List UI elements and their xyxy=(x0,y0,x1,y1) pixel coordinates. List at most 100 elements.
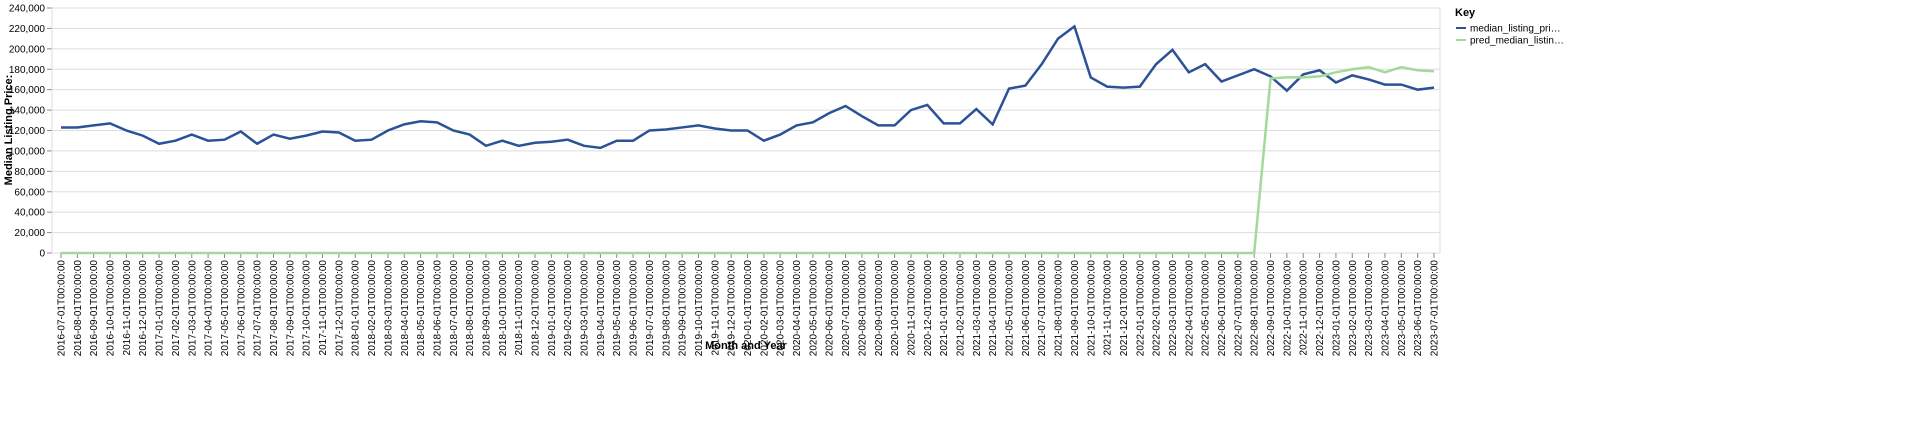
x-tick-label: 2021-03-01T00:00:00 xyxy=(972,260,983,357)
x-tick-label: 2022-01-01T00:00:00 xyxy=(1135,260,1146,357)
x-tick-label: 2019-03-01T00:00:00 xyxy=(580,260,591,357)
x-tick-label: 2022-02-01T00:00:00 xyxy=(1152,260,1163,357)
x-tick-label: 2020-12-01T00:00:00 xyxy=(923,260,934,357)
x-tick-label: 2018-11-01T00:00:00 xyxy=(514,260,525,356)
x-tick-label: 2022-05-01T00:00:00 xyxy=(1201,260,1212,357)
y-tick-label: 220,000 xyxy=(9,24,46,35)
x-tick-label: 2020-02-01T00:00:00 xyxy=(759,260,770,357)
x-tick-label: 2022-10-01T00:00:00 xyxy=(1282,260,1293,357)
x-tick-label: 2018-10-01T00:00:00 xyxy=(498,260,509,357)
x-tick-label: 2020-03-01T00:00:00 xyxy=(776,260,787,357)
x-tick-label: 2019-08-01T00:00:00 xyxy=(661,260,672,357)
x-tick-label: 2022-06-01T00:00:00 xyxy=(1217,260,1228,357)
x-tick-label: 2023-07-01T00:00:00 xyxy=(1430,260,1441,357)
x-tick-label: 2021-12-01T00:00:00 xyxy=(1119,260,1130,357)
x-tick-label: 2021-01-01T00:00:00 xyxy=(939,260,950,357)
x-tick-label: 2017-12-01T00:00:00 xyxy=(334,260,345,357)
x-tick-label: 2016-11-01T00:00:00 xyxy=(122,260,133,356)
x-tick-label: 2022-07-01T00:00:00 xyxy=(1233,260,1244,357)
x-tick-label: 2020-04-01T00:00:00 xyxy=(792,260,803,357)
y-tick-label: 200,000 xyxy=(9,44,46,55)
x-tick-label: 2023-02-01T00:00:00 xyxy=(1348,260,1359,357)
x-tick-label: 2016-07-01T00:00:00 xyxy=(57,260,68,357)
series-line xyxy=(61,65,1435,255)
y-tick-label: 180,000 xyxy=(9,65,46,76)
x-tick-label: 2020-06-01T00:00:00 xyxy=(825,260,836,357)
y-tick-label: 100,000 xyxy=(9,146,46,157)
x-tick-label: 2018-12-01T00:00:00 xyxy=(531,260,542,357)
y-tick-label: 140,000 xyxy=(9,106,46,117)
x-tick-label: 2017-05-01T00:00:00 xyxy=(220,260,231,357)
x-tick-label: 2019-04-01T00:00:00 xyxy=(596,260,607,357)
x-tick-label: 2017-01-01T00:00:00 xyxy=(155,260,166,357)
x-tick-label: 2021-10-01T00:00:00 xyxy=(1086,260,1097,357)
x-tick-label: 2017-02-01T00:00:00 xyxy=(171,260,182,357)
x-tick-label: 2019-10-01T00:00:00 xyxy=(694,260,705,357)
x-tick-label: 2018-06-01T00:00:00 xyxy=(432,260,443,357)
x-tick-label: 2017-03-01T00:00:00 xyxy=(187,260,198,357)
legend-title: Key xyxy=(1455,7,1476,19)
y-tick-label: 160,000 xyxy=(9,85,46,96)
x-tick-label: 2018-01-01T00:00:00 xyxy=(351,260,362,357)
x-tick-label: 2020-09-01T00:00:00 xyxy=(874,260,885,357)
x-tick-label: 2020-07-01T00:00:00 xyxy=(841,260,852,357)
x-tick-label: 2017-09-01T00:00:00 xyxy=(285,260,296,357)
x-tick-label: 2019-07-01T00:00:00 xyxy=(645,260,656,357)
x-tick-label: 2021-04-01T00:00:00 xyxy=(988,260,999,357)
x-tick-label: 2023-03-01T00:00:00 xyxy=(1364,260,1375,357)
x-tick-label: 2019-09-01T00:00:00 xyxy=(678,260,689,357)
x-tick-label: 2021-02-01T00:00:00 xyxy=(955,260,966,357)
x-tick-label: 2019-11-01T00:00:00 xyxy=(710,260,721,356)
x-tick-label: 2022-08-01T00:00:00 xyxy=(1250,260,1261,357)
x-tick-label: 2023-04-01T00:00:00 xyxy=(1380,260,1391,357)
x-tick-label: 2023-01-01T00:00:00 xyxy=(1331,260,1342,357)
y-tick-label: 60,000 xyxy=(14,187,45,198)
x-tick-label: 2020-10-01T00:00:00 xyxy=(890,260,901,357)
x-tick-label: 2018-05-01T00:00:00 xyxy=(416,260,427,357)
y-tick-label: 120,000 xyxy=(9,126,46,137)
x-tick-label: 2018-04-01T00:00:00 xyxy=(400,260,411,357)
x-tick-label: 2020-11-01T00:00:00 xyxy=(906,260,917,356)
x-tick-label: 2023-05-01T00:00:00 xyxy=(1397,260,1408,357)
x-axis-title: Month and Year xyxy=(705,340,787,352)
x-tick-label: 2017-10-01T00:00:00 xyxy=(302,260,313,357)
x-tick-label: 2019-12-01T00:00:00 xyxy=(727,260,738,357)
x-tick-label: 2022-03-01T00:00:00 xyxy=(1168,260,1179,357)
x-tick-label: 2022-11-01T00:00:00 xyxy=(1299,260,1310,356)
legend-label: median_listing_pri… xyxy=(1470,24,1561,35)
x-tick-label: 2018-09-01T00:00:00 xyxy=(481,260,492,357)
x-tick-label: 2020-05-01T00:00:00 xyxy=(808,260,819,357)
x-tick-label: 2017-06-01T00:00:00 xyxy=(236,260,247,357)
x-tick-label: 2018-02-01T00:00:00 xyxy=(367,260,378,357)
x-tick-label: 2021-08-01T00:00:00 xyxy=(1054,260,1065,357)
x-tick-label: 2021-07-01T00:00:00 xyxy=(1037,260,1048,357)
series-line xyxy=(61,24,1435,150)
x-tick-label: 2019-06-01T00:00:00 xyxy=(629,260,640,357)
x-tick-label: 2022-04-01T00:00:00 xyxy=(1184,260,1195,357)
x-tick-label: 2016-12-01T00:00:00 xyxy=(138,260,149,357)
x-tick-label: 2019-01-01T00:00:00 xyxy=(547,260,558,357)
legend-label: pred_median_listin… xyxy=(1470,36,1564,47)
y-tick-label: 20,000 xyxy=(14,228,45,239)
x-tick-label: 2022-12-01T00:00:00 xyxy=(1315,260,1326,357)
x-tick-label: 2021-05-01T00:00:00 xyxy=(1005,260,1016,357)
x-tick-label: 2016-09-01T00:00:00 xyxy=(89,260,100,357)
x-tick-label: 2017-08-01T00:00:00 xyxy=(269,260,280,357)
x-tick-label: 2019-05-01T00:00:00 xyxy=(612,260,623,357)
x-tick-label: 2017-07-01T00:00:00 xyxy=(253,260,264,357)
y-tick-label: 240,000 xyxy=(9,4,46,15)
x-tick-label: 2018-03-01T00:00:00 xyxy=(383,260,394,357)
x-tick-label: 2023-06-01T00:00:00 xyxy=(1413,260,1424,357)
y-tick-label: 80,000 xyxy=(14,167,45,178)
x-tick-label: 2020-08-01T00:00:00 xyxy=(857,260,868,357)
y-tick-label: 40,000 xyxy=(14,208,45,219)
x-tick-label: 2020-01-01T00:00:00 xyxy=(743,260,754,357)
y-tick-label: 0 xyxy=(39,249,45,260)
x-tick-label: 2021-06-01T00:00:00 xyxy=(1021,260,1032,357)
x-tick-label: 2018-07-01T00:00:00 xyxy=(449,260,460,357)
x-tick-label: 2019-02-01T00:00:00 xyxy=(563,260,574,357)
y-axis-title: Median Listing Price: xyxy=(3,75,15,186)
x-tick-label: 2022-09-01T00:00:00 xyxy=(1266,260,1277,357)
x-tick-label: 2021-09-01T00:00:00 xyxy=(1070,260,1081,357)
